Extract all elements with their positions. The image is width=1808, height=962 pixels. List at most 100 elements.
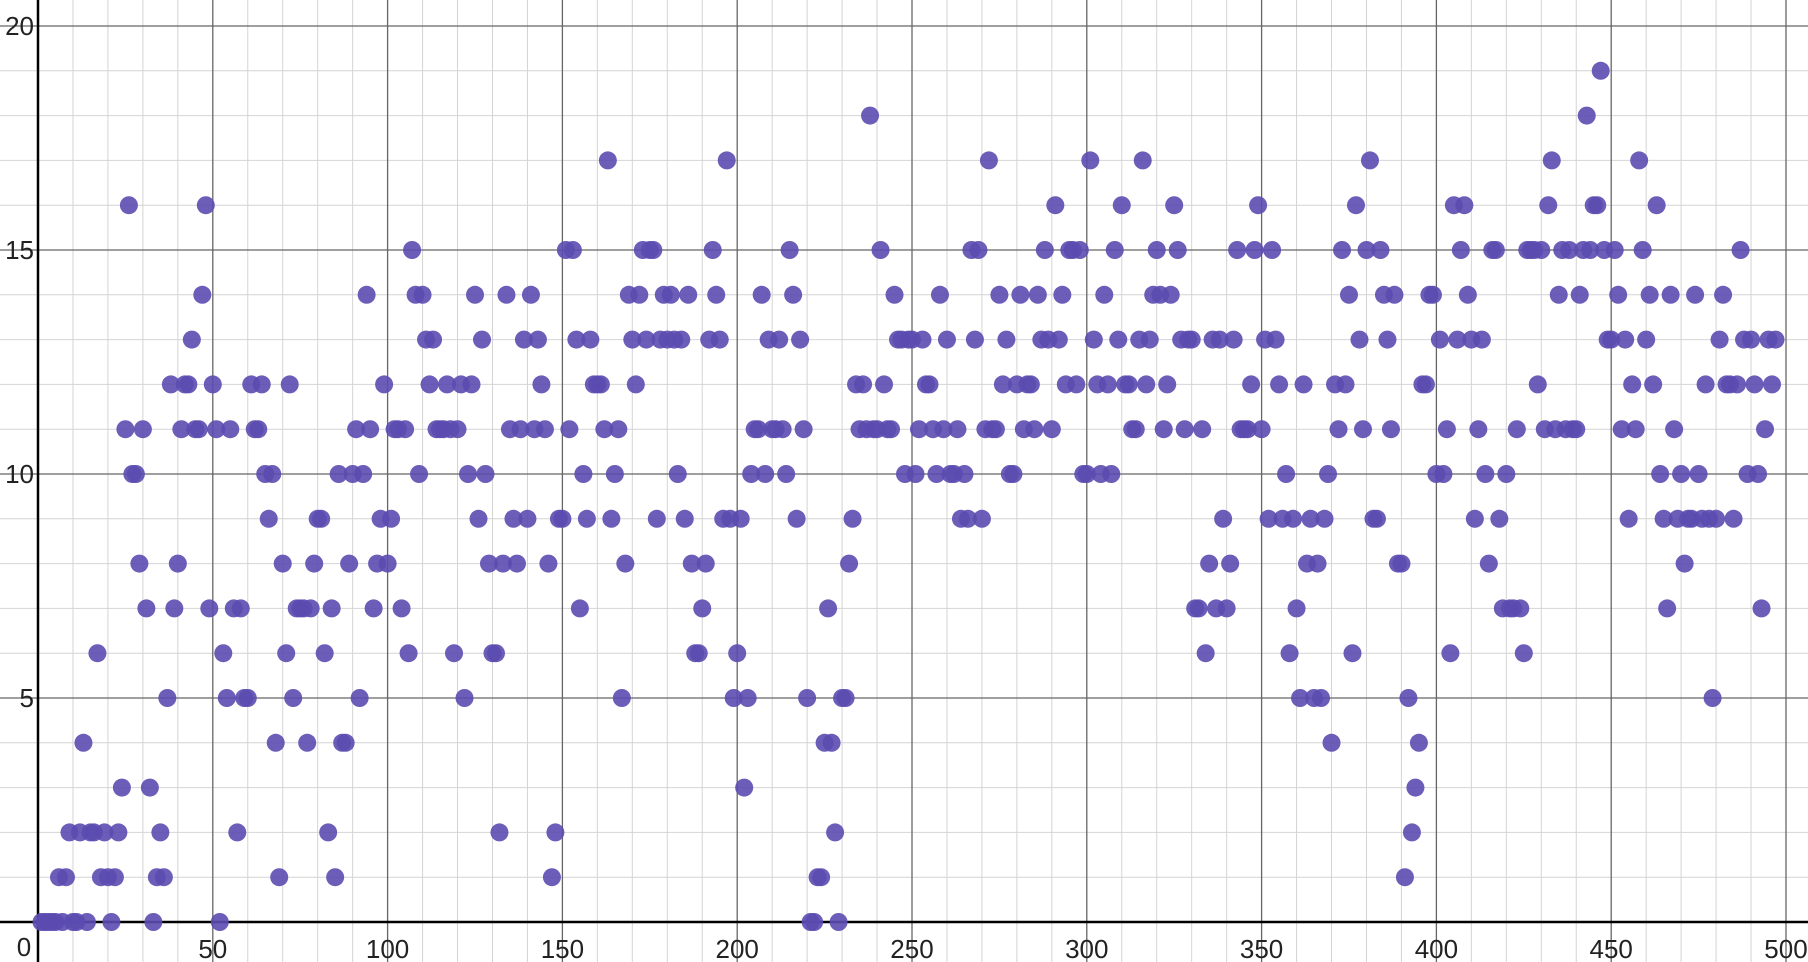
data-point xyxy=(420,375,439,394)
data-point xyxy=(1514,644,1533,663)
data-point xyxy=(969,241,988,259)
data-point xyxy=(1353,420,1372,439)
data-point xyxy=(1249,196,1268,215)
data-point xyxy=(1217,599,1236,618)
data-point xyxy=(1497,465,1516,483)
data-point xyxy=(74,733,93,752)
data-point xyxy=(130,554,149,573)
data-point xyxy=(749,420,768,439)
data-point xyxy=(794,420,813,439)
data-point xyxy=(1196,644,1215,663)
data-point xyxy=(675,509,694,528)
data-point xyxy=(623,330,642,349)
data-point xyxy=(1588,196,1607,215)
data-point xyxy=(965,330,984,349)
data-point xyxy=(1728,375,1747,394)
data-point xyxy=(399,644,418,663)
data-point xyxy=(231,599,250,618)
data-point xyxy=(56,868,75,887)
data-point xyxy=(1214,509,1233,528)
data-point xyxy=(396,420,415,439)
data-point xyxy=(277,644,296,663)
data-point xyxy=(375,375,394,394)
x-tick-label: 300 xyxy=(1065,934,1108,962)
data-point xyxy=(1105,241,1124,259)
data-point xyxy=(787,509,806,528)
data-point xyxy=(1315,509,1334,528)
data-point xyxy=(906,465,925,483)
data-point xyxy=(116,420,135,439)
data-point xyxy=(1763,375,1782,394)
data-point xyxy=(1200,554,1219,573)
data-point xyxy=(1490,509,1509,528)
data-point xyxy=(1532,241,1551,259)
x-tick-labels: 50 100 150 200 250 300 350 400 450 500 xyxy=(198,934,1807,962)
data-point xyxy=(1336,375,1355,394)
data-point xyxy=(1049,330,1068,349)
data-point xyxy=(1651,465,1670,483)
data-point xyxy=(1724,509,1743,528)
data-point xyxy=(1640,285,1659,304)
data-point xyxy=(1385,285,1404,304)
data-point xyxy=(1392,554,1411,573)
data-point xyxy=(630,285,649,304)
data-point xyxy=(731,509,750,528)
data-point xyxy=(214,644,233,663)
data-point xyxy=(469,509,488,528)
data-point xyxy=(221,420,240,439)
data-point xyxy=(882,420,901,439)
data-point xyxy=(997,330,1016,349)
data-point xyxy=(581,330,600,349)
data-point xyxy=(1084,330,1103,349)
data-point xyxy=(532,375,551,394)
y-tick-label: 5 xyxy=(20,683,34,713)
y-tick-label: 20 xyxy=(5,11,34,41)
data-point xyxy=(1140,330,1159,349)
data-point xyxy=(993,375,1012,394)
data-point xyxy=(172,420,191,439)
data-point xyxy=(1381,420,1400,439)
data-point xyxy=(1542,151,1561,170)
data-point xyxy=(1350,330,1369,349)
data-point xyxy=(507,554,526,573)
data-point xyxy=(1112,196,1131,215)
data-point xyxy=(1154,420,1173,439)
data-point xyxy=(1703,689,1722,707)
data-point xyxy=(105,868,124,887)
data-point xyxy=(1752,599,1771,618)
data-point xyxy=(392,599,411,618)
data-point xyxy=(1284,509,1303,528)
data-point xyxy=(514,330,533,349)
data-point xyxy=(1479,554,1498,573)
data-point xyxy=(228,823,247,842)
data-point xyxy=(742,465,761,483)
data-point xyxy=(497,285,516,304)
data-point xyxy=(158,689,177,707)
data-point xyxy=(518,509,537,528)
data-point xyxy=(284,689,303,707)
data-point xyxy=(1228,241,1247,259)
data-point xyxy=(466,285,484,304)
data-point xyxy=(1067,375,1086,394)
data-point xyxy=(1616,330,1635,349)
data-point xyxy=(689,644,708,663)
data-point xyxy=(361,420,380,439)
data-point xyxy=(511,420,530,439)
data-point xyxy=(1437,420,1456,439)
data-point xyxy=(1749,465,1768,483)
data-point xyxy=(1319,465,1338,483)
data-point xyxy=(1004,465,1023,483)
data-point xyxy=(1126,420,1145,439)
data-point xyxy=(875,375,894,394)
data-point xyxy=(1766,330,1785,349)
y-tick-labels: 5 10 15 20 xyxy=(5,11,34,713)
data-point xyxy=(812,868,831,887)
data-point xyxy=(364,599,383,618)
data-point xyxy=(930,285,949,304)
data-point xyxy=(1245,241,1264,259)
data-point xyxy=(403,241,422,259)
data-point xyxy=(445,644,464,663)
data-point xyxy=(1168,241,1187,259)
